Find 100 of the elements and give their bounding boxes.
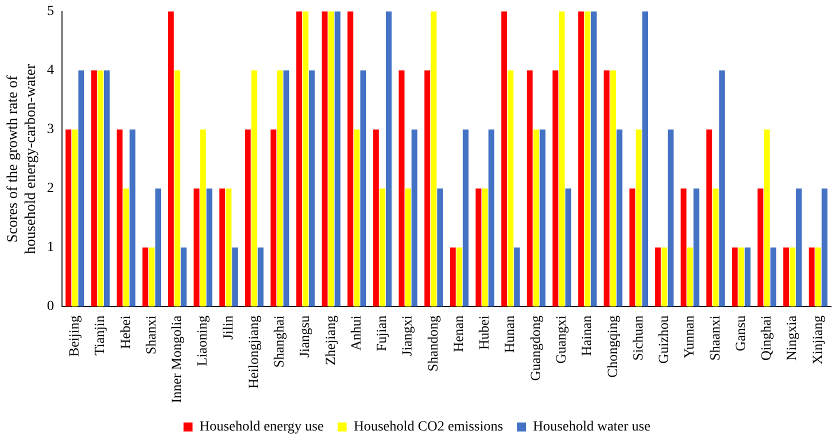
bar — [130, 129, 136, 307]
bar — [148, 247, 155, 307]
bar — [462, 129, 469, 307]
bar — [732, 247, 738, 307]
bar — [180, 247, 187, 307]
x-tick-label: Fujian — [375, 316, 390, 352]
y-tick-label: 3 — [47, 122, 54, 138]
bar — [258, 247, 264, 307]
bar — [386, 11, 392, 307]
bar — [526, 70, 533, 307]
x-tick-label: Shandong — [426, 316, 442, 372]
bar — [456, 247, 462, 307]
bar — [206, 188, 212, 307]
bar — [155, 188, 161, 307]
legend-label: Household CO2 emissions — [354, 420, 504, 435]
bar — [590, 11, 597, 307]
x-tick-label: Guizhou — [657, 316, 672, 364]
bar — [770, 247, 776, 307]
bar — [360, 70, 366, 307]
bar — [488, 129, 494, 307]
bar — [540, 129, 546, 307]
bar — [668, 129, 674, 307]
bar — [412, 129, 418, 307]
x-tick-label: Inner Mongolia — [170, 314, 186, 404]
y-tick-label: 2 — [47, 181, 54, 196]
bar — [706, 129, 712, 307]
bar — [334, 11, 340, 307]
bar — [680, 188, 686, 307]
bar — [790, 247, 796, 307]
bar — [244, 129, 251, 307]
y-tick-label: 0 — [47, 299, 54, 314]
bar — [533, 129, 540, 307]
bar — [508, 70, 514, 307]
bar — [450, 247, 456, 307]
bar — [655, 247, 661, 307]
x-tick-label: Liaoning — [196, 316, 211, 366]
bar — [501, 11, 508, 307]
bar — [636, 129, 642, 307]
x-tick-label: Chongqing — [606, 316, 621, 378]
bar — [712, 188, 718, 307]
bar — [430, 11, 437, 307]
x-tick-label: Tianjin — [93, 316, 108, 356]
bar — [66, 129, 72, 307]
bar — [476, 188, 482, 307]
bar — [309, 70, 315, 307]
y-axis-title: Scores of the growth rate of household energy-carbon-water — [4, 64, 39, 254]
bar — [815, 247, 822, 307]
bar — [604, 70, 610, 307]
bar — [142, 247, 148, 307]
x-tick-label: Hunan — [503, 316, 518, 353]
x-tick-label: Hubei — [478, 315, 493, 350]
bar — [98, 70, 104, 307]
bar — [276, 70, 283, 307]
bar — [558, 11, 565, 307]
x-tick-label: Beijing — [67, 316, 82, 357]
bar — [610, 70, 616, 307]
y-tick-label: 4 — [47, 63, 54, 78]
bar — [629, 188, 636, 307]
bar — [783, 247, 789, 307]
x-tick-label: Shanxi — [144, 315, 160, 354]
x-tick-label: Gansu — [734, 316, 749, 352]
bar — [91, 70, 97, 307]
bar — [822, 188, 828, 307]
x-tick-label: Jiangxi — [400, 315, 416, 356]
bar — [514, 247, 520, 307]
bar — [764, 129, 770, 307]
bar — [642, 11, 648, 307]
x-tick-label: Jiangsu — [298, 316, 314, 358]
bar — [232, 247, 238, 307]
bar — [758, 188, 764, 307]
bar — [322, 11, 328, 307]
bar — [744, 247, 751, 307]
bar — [694, 188, 700, 307]
x-tick-label: Heilongjiang — [246, 316, 262, 389]
x-tick-label: Zhejiang — [324, 316, 339, 366]
y-tick-label: 5 — [47, 4, 54, 20]
bar — [194, 188, 200, 307]
x-tick-label: Xinjiang — [810, 316, 826, 365]
bar — [354, 129, 360, 307]
bar — [168, 11, 174, 307]
x-tick-label: Sichuan — [631, 316, 646, 361]
bar — [328, 11, 334, 307]
bar — [174, 70, 180, 307]
legend-label: Household water use — [533, 420, 650, 435]
bar — [398, 70, 405, 307]
bar — [808, 247, 815, 307]
bar — [226, 188, 232, 307]
x-tick-label: Guangdong — [528, 316, 544, 381]
bar — [283, 70, 290, 307]
bar — [405, 188, 411, 307]
x-tick-label: Hebei — [118, 315, 134, 349]
bar — [661, 247, 668, 307]
bar — [437, 188, 443, 307]
bar — [200, 129, 206, 307]
x-tick-label: Shanghai — [272, 315, 288, 368]
bar — [251, 70, 258, 307]
bar — [482, 188, 488, 307]
bar — [270, 129, 276, 307]
bar — [72, 129, 78, 307]
bar — [687, 247, 693, 307]
